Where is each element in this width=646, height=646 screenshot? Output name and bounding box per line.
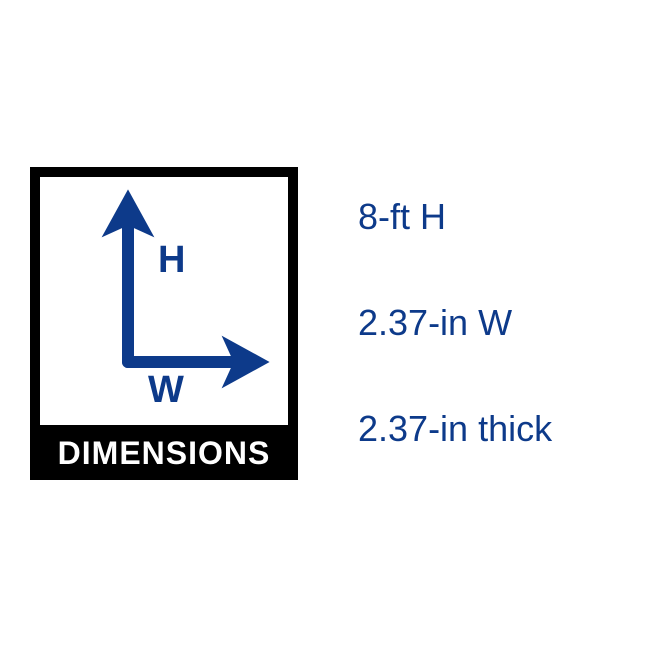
axes-icon: H W [40, 177, 288, 425]
dimension-height: 8-ft H [358, 196, 616, 238]
icon-title: DIMENSIONS [40, 425, 288, 472]
axis-label-w: W [148, 369, 184, 412]
dimension-width: 2.37-in W [358, 302, 616, 344]
dimensions-values: 8-ft H 2.37-in W 2.37-in thick [298, 196, 616, 450]
dimension-thickness: 2.37-in thick [358, 408, 616, 450]
axis-label-h: H [158, 239, 185, 282]
dimensions-icon-card: H W DIMENSIONS [30, 167, 298, 480]
dimensions-infographic: H W DIMENSIONS 8-ft H 2.37-in W 2.37-in … [0, 0, 646, 646]
